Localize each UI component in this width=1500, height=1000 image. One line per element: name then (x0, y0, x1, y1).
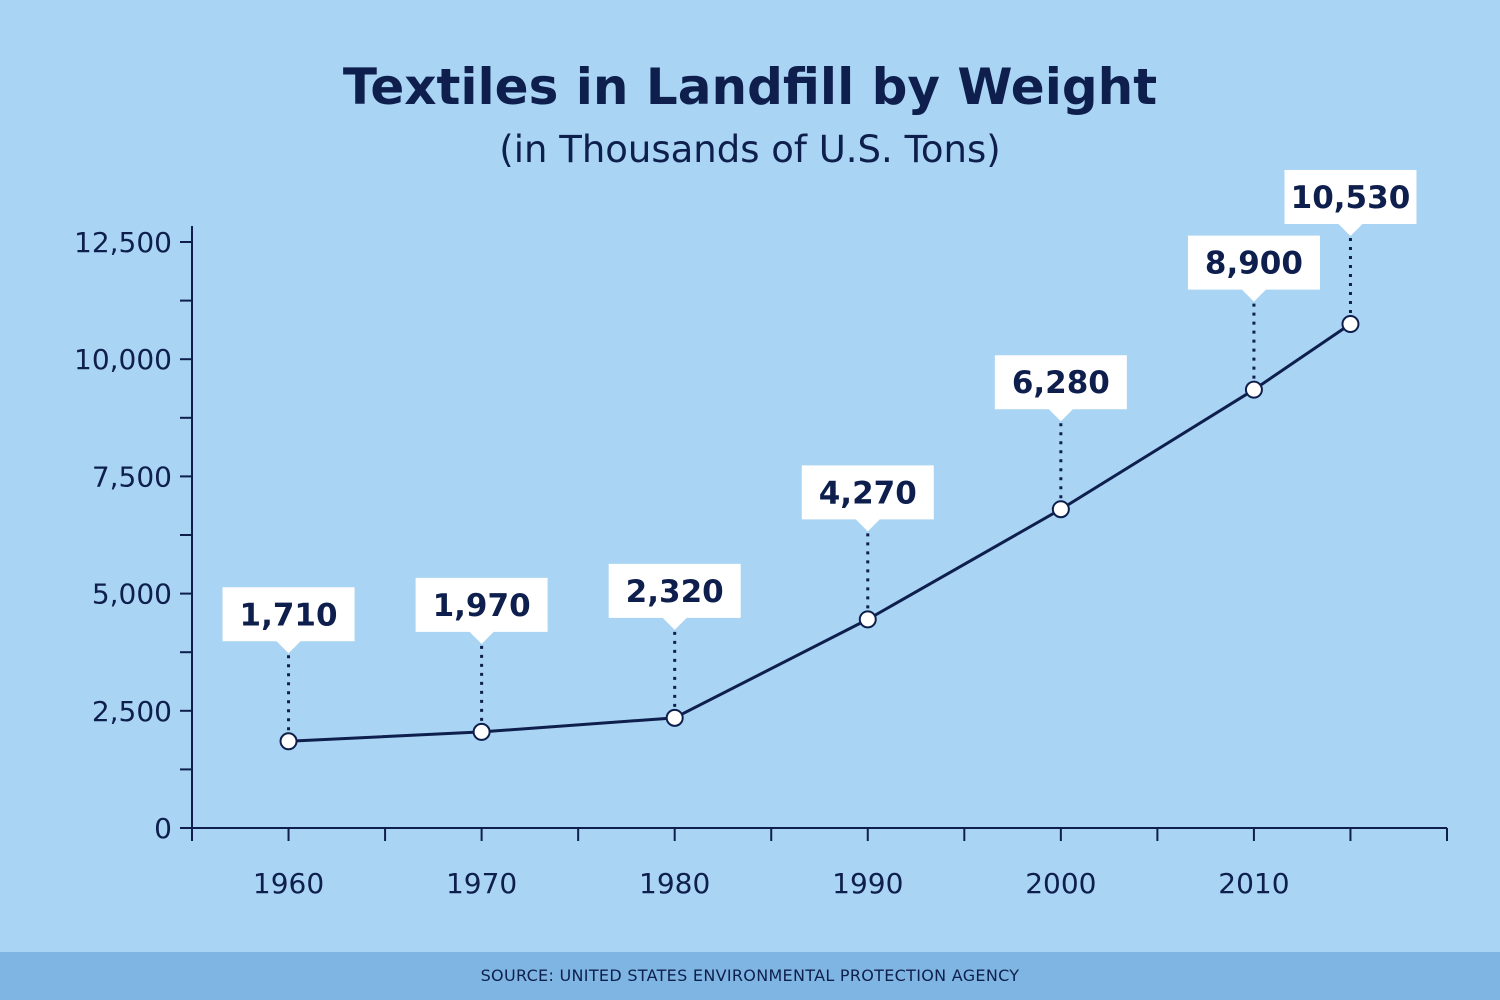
value-label: 10,530 (1291, 180, 1411, 216)
y-tick-label: 7,500 (92, 460, 172, 493)
y-tick-label: 10,000 (74, 343, 172, 376)
series-layer (279, 315, 1360, 751)
data-point (858, 610, 877, 629)
chart-subtitle: (in Thousands of U.S. Tons) (499, 128, 1001, 171)
data-point (1341, 315, 1360, 334)
axes: 0 2,500 5,000 7,500 10,000 12,500 1960 1970 1980… (74, 226, 1448, 900)
data-point (1244, 380, 1263, 399)
chart-title: Textiles in Landfill by Weight (342, 58, 1158, 116)
data-point (279, 732, 298, 751)
value-labels-layer: 1,710 1,970 2,320 4,270 6,280 8,900 10,530 (222, 170, 1417, 732)
value-label-box (801, 465, 934, 532)
value-label-box (222, 587, 355, 654)
source-band: SOURCE: UNITED STATES ENVIRONMENTAL PROT… (0, 952, 1500, 1000)
value-label: 4,270 (819, 475, 917, 511)
data-point (665, 708, 684, 727)
x-tick-label: 1990 (832, 867, 903, 900)
value-label: 6,280 (1012, 365, 1110, 401)
y-tick-label: 2,500 (92, 695, 172, 728)
value-label-box (415, 577, 548, 644)
x-tick-label: 1980 (639, 867, 710, 900)
data-point (1051, 500, 1070, 519)
y-tick-label: 0 (154, 812, 172, 845)
value-label: 1,970 (433, 588, 531, 624)
source-note: SOURCE: UNITED STATES ENVIRONMENTAL PROT… (480, 966, 1020, 985)
value-label-box (1187, 235, 1320, 302)
data-point (472, 722, 491, 741)
value-label: 2,320 (626, 574, 724, 610)
x-tick-label: 2010 (1218, 867, 1289, 900)
value-label-box (1284, 170, 1417, 237)
x-tick-label: 2000 (1025, 867, 1096, 900)
value-label-box (608, 563, 741, 630)
series-line (288, 322, 1352, 743)
value-label-box (994, 355, 1127, 422)
x-tick-label: 1960 (253, 867, 324, 900)
value-label: 8,900 (1205, 246, 1303, 282)
value-label: 1,710 (240, 597, 338, 633)
x-tick-label: 1970 (446, 867, 517, 900)
y-tick-label: 5,000 (92, 578, 172, 611)
y-tick-label: 12,500 (74, 226, 172, 259)
